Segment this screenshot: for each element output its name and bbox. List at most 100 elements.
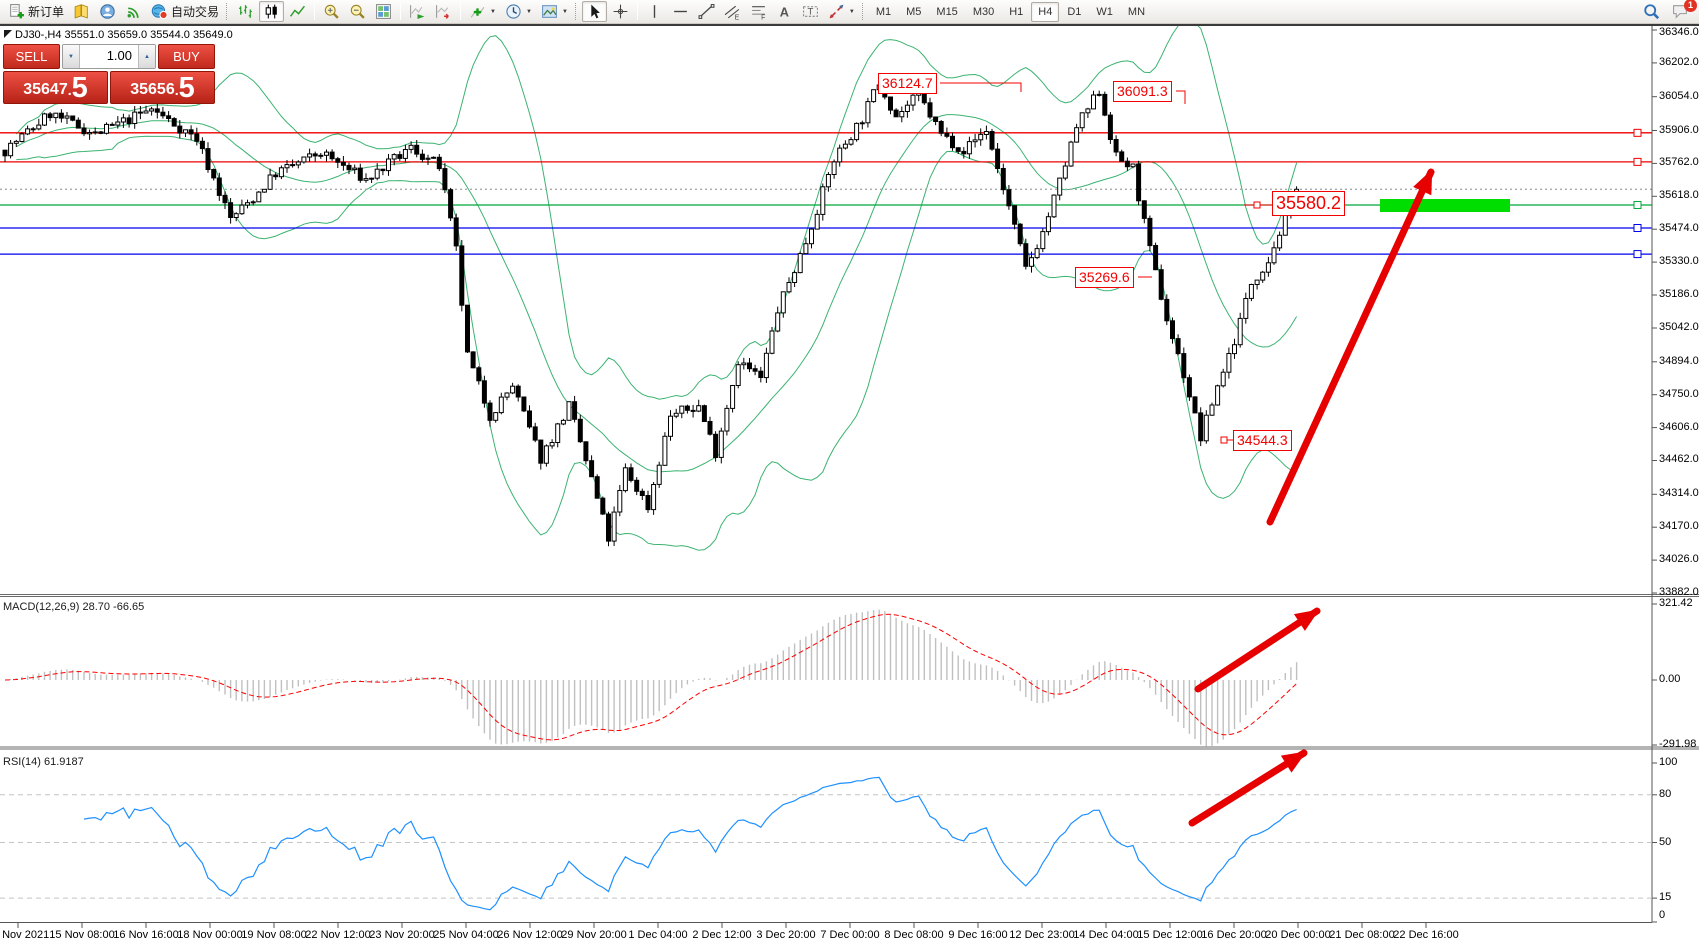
trendline-tool[interactable] xyxy=(694,1,719,22)
cursor-tool-button[interactable] xyxy=(581,1,607,22)
window-border xyxy=(0,24,1699,26)
chart-window: 36124.7 36091.3 35580.2 35269.6 34544.3 36346… xyxy=(0,26,1699,948)
price-annotation[interactable]: 34544.3 xyxy=(1233,430,1292,451)
chevron-down-icon xyxy=(490,8,496,15)
signal-icon xyxy=(127,7,139,18)
buy-price[interactable]: 35656 . 5 xyxy=(110,71,215,104)
tile-windows-button[interactable] xyxy=(371,1,396,22)
toolbar-grip xyxy=(861,3,866,20)
toolbar-grip xyxy=(574,3,579,20)
fibonacci-icon: F xyxy=(752,6,765,20)
bar-chart-icon xyxy=(239,5,252,18)
svg-text:T: T xyxy=(807,7,813,18)
price-annotation[interactable]: 36091.3 xyxy=(1113,81,1172,102)
timeframe-h4[interactable]: H4 xyxy=(1031,1,1060,22)
candlestick-chart-button[interactable] xyxy=(259,1,285,22)
autotrading-button[interactable]: 自动交易 xyxy=(147,1,223,22)
toolbar-separator xyxy=(400,3,402,20)
toolbar-grip xyxy=(226,3,230,20)
buy-price-frac: 5 xyxy=(178,72,195,104)
price-annotation[interactable]: 36124.7 xyxy=(878,73,937,94)
autotrading-label: 自动交易 xyxy=(171,5,220,19)
crosshair-tool-button[interactable] xyxy=(608,1,633,22)
buy-button[interactable]: BUY xyxy=(158,44,215,69)
chart-title: DJ30-,H4 35551.0 35659.0 35544.0 35649.0 xyxy=(15,29,233,41)
channel-tool[interactable]: E xyxy=(720,1,745,22)
new-order-icon xyxy=(10,4,24,19)
notifications-button[interactable]: 1 xyxy=(1668,0,1697,22)
price-annotation[interactable]: 35269.6 xyxy=(1075,267,1134,288)
notification-badge: 1 xyxy=(1684,0,1697,12)
svg-text:F: F xyxy=(761,14,765,20)
timeframe-mn[interactable]: MN xyxy=(1127,5,1146,18)
timeframe-m15[interactable]: M15 xyxy=(936,5,958,18)
toolbar-separator xyxy=(314,3,316,20)
cursor-icon xyxy=(591,4,600,19)
book-icon xyxy=(74,4,88,19)
zoom-out-button[interactable] xyxy=(345,1,370,22)
new-order-button[interactable]: 新订单 xyxy=(4,1,68,22)
timeframe-d1[interactable]: D1 xyxy=(1067,5,1082,18)
template-icon xyxy=(542,5,557,18)
timeframe-h1[interactable]: H1 xyxy=(1009,5,1024,18)
chart-shift-button[interactable] xyxy=(431,1,456,22)
volume-control: 1.00 xyxy=(62,44,156,69)
rsi-indicator-label: RSI(14) 61.9187 xyxy=(3,756,84,768)
chart-shift-icon xyxy=(436,5,449,19)
horizontal-line-icon xyxy=(674,10,687,13)
periods-button[interactable] xyxy=(501,1,536,22)
toolbar-separator xyxy=(460,3,462,20)
arrows-tool[interactable] xyxy=(824,1,859,22)
label-icon: T xyxy=(802,6,818,18)
chevron-down-icon xyxy=(562,8,568,15)
chart-canvas[interactable] xyxy=(0,26,1699,948)
one-click-trade-panel: SELL 1.00 BUY 35647 . 5 35656 . 5 xyxy=(3,44,215,104)
price-annotation[interactable]: 35580.2 xyxy=(1272,191,1346,216)
volume-increase-button[interactable] xyxy=(138,45,155,68)
trendline-icon xyxy=(698,4,715,19)
new-order-label: 新订单 xyxy=(28,5,65,19)
sell-price-frac: 5 xyxy=(71,72,88,104)
vertical-line-icon xyxy=(653,5,656,18)
timeframe-w1[interactable]: W1 xyxy=(1096,5,1113,18)
svg-text:A: A xyxy=(780,4,789,19)
timeframe-m30[interactable]: M30 xyxy=(972,5,995,18)
zoom-out-icon xyxy=(350,4,365,19)
timeframe-m5[interactable]: M5 xyxy=(906,5,922,18)
text-tool[interactable]: A xyxy=(772,1,797,22)
chevron-down-icon xyxy=(526,8,532,15)
vertical-line-tool[interactable] xyxy=(642,1,667,22)
toolbar-separator xyxy=(636,3,638,20)
line-chart-button[interactable] xyxy=(285,1,310,22)
arrows-icon xyxy=(829,4,844,19)
search-button[interactable] xyxy=(1639,1,1664,22)
indicators-icon xyxy=(470,6,485,18)
buy-price-int: 35656 xyxy=(130,81,175,98)
person-icon xyxy=(100,4,115,19)
autotrading-icon xyxy=(151,4,168,20)
channel-icon: E xyxy=(724,5,740,20)
chevron-down-icon xyxy=(849,8,855,15)
timeframe-m1[interactable]: M1 xyxy=(875,5,892,18)
search-icon xyxy=(1644,4,1660,20)
bar-chart-button[interactable] xyxy=(233,1,258,22)
volume-input[interactable]: 1.00 xyxy=(106,48,132,63)
auto-scroll-button[interactable] xyxy=(405,1,430,22)
zoom-in-button[interactable] xyxy=(319,1,344,22)
fibonacci-tool[interactable]: F xyxy=(746,1,771,22)
crosshair-icon xyxy=(613,4,628,19)
horizontal-line-tool[interactable] xyxy=(668,1,693,22)
label-tool[interactable]: T xyxy=(798,1,823,22)
signals-button[interactable] xyxy=(121,1,146,22)
svg-text:E: E xyxy=(735,14,740,20)
indicators-button[interactable] xyxy=(465,1,500,22)
history-center-button[interactable] xyxy=(69,1,94,22)
line-chart-icon xyxy=(290,5,306,17)
decimal-dot: . xyxy=(174,82,179,98)
clock-icon xyxy=(506,4,521,19)
community-button[interactable] xyxy=(95,1,120,22)
sell-button[interactable]: SELL xyxy=(3,44,60,69)
volume-decrease-button[interactable] xyxy=(63,45,80,68)
sell-price[interactable]: 35647 . 5 xyxy=(3,71,108,104)
templates-button[interactable] xyxy=(537,1,572,22)
